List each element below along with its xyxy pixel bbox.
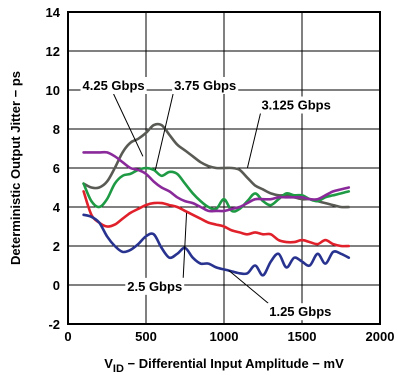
tick-layer: 0 500 1000 1500 2000 -2 0 2 4 6 8 10 12 14 (46, 5, 395, 344)
series-label-text: 1.25 Gbps (269, 304, 331, 319)
series-line-2-5-gbps (82, 190, 351, 248)
x-tick-label: 500 (135, 329, 157, 344)
series-label-leader (113, 93, 144, 157)
y-tick-label: -2 (48, 317, 60, 332)
series-label-bg (125, 277, 185, 295)
series-label-text: 2.5 Gbps (127, 279, 182, 294)
x-axis-title-sub: ID (113, 363, 124, 375)
series-label-leader (182, 212, 188, 278)
y-tick-label: 8 (53, 122, 60, 137)
series-label-leader (154, 93, 174, 171)
y-tick-label: 14 (46, 5, 61, 20)
series-label-leader (246, 113, 261, 169)
series-label-leader (228, 269, 269, 304)
series-label-text: 3.75 Gbps (174, 78, 236, 93)
plot-frame (67, 11, 381, 325)
x-tick-label: 1000 (210, 329, 239, 344)
y-tick-label: 0 (53, 278, 60, 293)
series-label-text: 3.125 Gbps (261, 98, 330, 113)
series-line-1-25-gbps (82, 213, 351, 277)
x-axis-title-rest: − Differential Input Amplitude − mV (124, 356, 344, 371)
series-line-4-25-gbps (82, 122, 351, 209)
series-line-3-125-gbps (82, 150, 351, 213)
y-tick-label: 10 (46, 83, 60, 98)
y-tick-label: 2 (53, 239, 60, 254)
series-label-4-25-gbps: 4.25 Gbps (80, 77, 147, 157)
x-tick-label: 2000 (366, 329, 395, 344)
series-label-3-75-gbps: 3.75 Gbps (154, 77, 239, 171)
x-tick-label: 1500 (288, 329, 317, 344)
y-tick-label: 12 (46, 44, 60, 59)
series-label-1-25-gbps: 1.25 Gbps (228, 269, 334, 321)
y-tick-label: 4 (53, 200, 61, 215)
y-tick-label: 6 (53, 161, 60, 176)
series-label-bg (267, 303, 334, 321)
y-axis-title: Deterministic Output Jitter − ps (8, 71, 23, 265)
series-layer (82, 122, 351, 277)
x-axis-title: VID − Differential Input Amplitude − mV (104, 356, 344, 375)
series-label-2-5-gbps: 2.5 Gbps (125, 212, 188, 295)
series-line-3-75-gbps (82, 166, 351, 213)
x-axis-title-v: V (104, 356, 113, 371)
x-tick-label: 0 (64, 329, 71, 344)
annotation-layer: 4.25 Gbps 3.75 Gbps 3.125 Gbps 2.5 Gbps 1.25… (80, 77, 334, 321)
series-label-3-125-gbps: 3.125 Gbps (246, 96, 333, 169)
series-label-bg (80, 77, 147, 94)
series-label-text: 4.25 Gbps (83, 78, 145, 93)
series-label-bg (172, 77, 239, 94)
series-label-bg (259, 96, 333, 114)
